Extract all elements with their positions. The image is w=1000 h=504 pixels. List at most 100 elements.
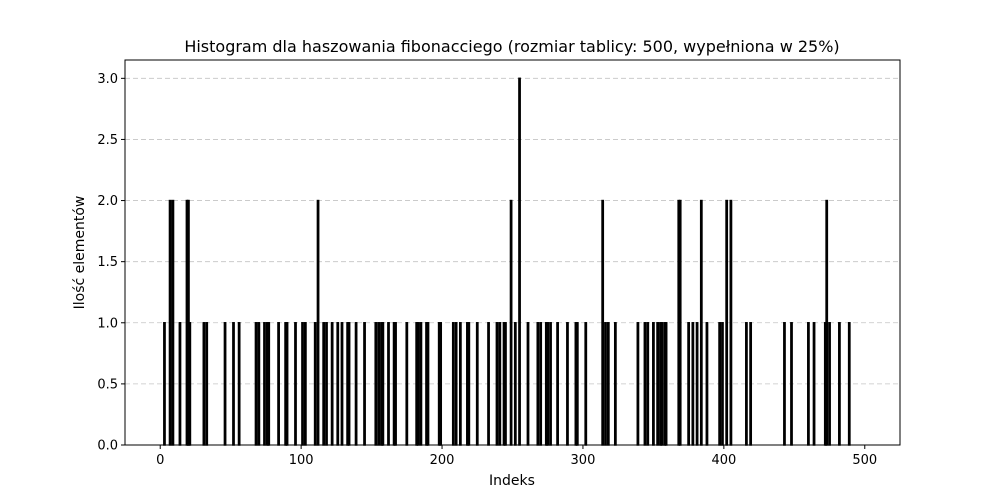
y-axis-label: Ilość elementów xyxy=(72,196,88,310)
histogram-bar xyxy=(691,322,695,446)
x-tick-label: 0 xyxy=(156,453,164,468)
histogram-bar xyxy=(705,322,709,446)
histogram-bar xyxy=(604,322,607,446)
histogram-bar xyxy=(646,322,650,446)
x-tick-label: 500 xyxy=(852,453,877,468)
histogram-bar xyxy=(729,199,733,446)
chart-title: Histogram dla haszowania fibonacciego (r… xyxy=(184,37,839,56)
histogram-bar xyxy=(330,322,334,446)
histogram-bar xyxy=(237,322,241,446)
histogram-bar xyxy=(294,322,297,446)
histogram-bar xyxy=(178,322,182,446)
histogram-bar xyxy=(416,322,420,446)
x-axis-ticks: 0 100 200 300 400 500 xyxy=(156,445,877,468)
histogram-bar xyxy=(405,322,409,446)
histogram-bar xyxy=(509,199,513,446)
histogram-bar xyxy=(202,322,206,446)
y-tick-label: 0.0 xyxy=(97,439,118,454)
histogram-bar xyxy=(812,322,816,446)
histogram-bar xyxy=(267,322,271,446)
histogram-bar xyxy=(363,322,366,446)
histogram-bar xyxy=(168,199,172,446)
histogram-bar xyxy=(807,322,810,446)
histogram-bar xyxy=(301,322,304,446)
histogram-bar xyxy=(660,322,664,446)
x-tick-label: 100 xyxy=(289,453,314,468)
histogram-bar xyxy=(467,322,471,446)
histogram-bar xyxy=(825,199,829,446)
histogram-bar xyxy=(678,199,682,446)
histogram-bar xyxy=(546,322,550,446)
histogram-bar xyxy=(475,322,479,446)
histogram-bar xyxy=(606,322,610,446)
y-tick-label: 1.0 xyxy=(97,316,118,331)
histogram-bar xyxy=(313,322,317,446)
histogram-bar xyxy=(664,322,668,446)
histogram-bar xyxy=(303,322,307,446)
histogram-bar xyxy=(536,322,540,446)
histogram-bar xyxy=(419,322,423,446)
x-tick-label: 200 xyxy=(430,453,455,468)
histogram-bar xyxy=(254,322,258,446)
histogram-bar xyxy=(695,322,699,446)
histogram-bar xyxy=(584,322,588,446)
histogram-bar xyxy=(495,322,499,446)
histogram-bar xyxy=(643,322,647,446)
y-tick-label: 2.5 xyxy=(97,133,118,148)
histogram-bar xyxy=(566,322,569,446)
histogram-bar xyxy=(498,322,502,446)
histogram-bar xyxy=(699,199,703,446)
histogram-bar xyxy=(171,199,175,446)
histogram-bar xyxy=(232,322,235,446)
histogram-bar xyxy=(387,322,390,446)
y-tick-label: 0.5 xyxy=(97,377,118,392)
histogram-bar xyxy=(718,322,722,446)
y-axis-ticks: 0.0 0.5 1.0 1.5 2.0 2.5 3.0 xyxy=(97,72,125,454)
histogram-bar xyxy=(205,322,209,446)
histogram-bar xyxy=(451,322,455,446)
histogram-bar xyxy=(601,199,605,446)
histogram-bar xyxy=(257,322,261,446)
histogram-bar xyxy=(394,322,397,446)
histogram-bar xyxy=(575,322,579,446)
histogram-bar xyxy=(263,322,266,446)
histogram-bar xyxy=(721,322,724,446)
histogram-bar xyxy=(749,322,753,446)
histogram-bar xyxy=(745,322,748,446)
histogram-bar xyxy=(549,322,552,446)
histogram-bar xyxy=(504,322,507,446)
histogram-bar xyxy=(790,322,793,446)
histogram-bar xyxy=(322,322,326,446)
histogram-bar xyxy=(487,322,490,446)
x-tick-label: 400 xyxy=(711,453,736,468)
histogram-bar xyxy=(340,322,344,446)
x-tick-label: 300 xyxy=(571,453,596,468)
y-tick-label: 1.5 xyxy=(97,255,118,270)
histogram-bar xyxy=(454,322,458,446)
histogram-bar xyxy=(687,322,691,446)
histogram-bar xyxy=(336,322,340,446)
y-tick-label: 3.0 xyxy=(97,72,118,87)
histogram-bar xyxy=(847,322,851,446)
histogram-bar xyxy=(636,322,640,446)
histogram-bar xyxy=(277,322,280,446)
histogram-bar xyxy=(783,322,786,446)
histogram-bar xyxy=(513,322,517,446)
histogram-bar xyxy=(354,322,358,446)
histogram-bar xyxy=(347,322,351,446)
histogram-bar xyxy=(656,322,660,446)
histogram-bar xyxy=(316,199,320,446)
histogram-bar xyxy=(652,322,655,446)
histogram-bar xyxy=(613,322,617,446)
histogram-bar xyxy=(381,322,385,446)
histogram-bar xyxy=(458,322,462,446)
histogram-bar xyxy=(725,199,729,446)
histogram-bar xyxy=(163,322,166,446)
histogram-bar xyxy=(374,322,378,446)
histogram-bar xyxy=(325,322,328,446)
histogram-bar xyxy=(518,77,521,446)
histogram-bar xyxy=(223,322,227,446)
histogram-bar xyxy=(838,322,841,446)
